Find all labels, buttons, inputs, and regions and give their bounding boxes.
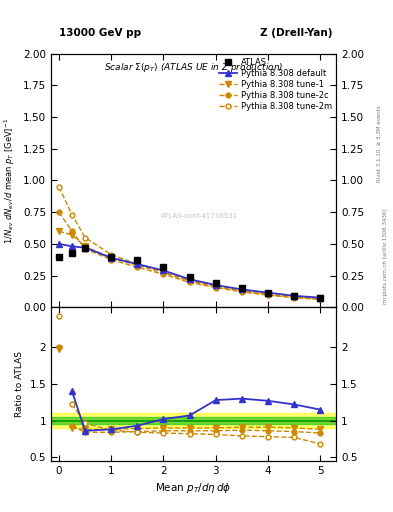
- Y-axis label: $1/N_{ev}$ $dN_{ev}/d$ mean $p_{T}$ [GeV]$^{-1}$: $1/N_{ev}$ $dN_{ev}/d$ mean $p_{T}$ [GeV…: [3, 117, 17, 244]
- Pythia 8.308 tune-2m: [266, 292, 270, 298]
- Pythia 8.308 tune-1: [83, 243, 87, 249]
- Pythia 8.308 tune-2m: [109, 251, 114, 258]
- Pythia 8.308 tune-2m: [213, 284, 218, 290]
- Pythia 8.308 tune-2c: [240, 289, 244, 295]
- Line: Pythia 8.308 tune-1: Pythia 8.308 tune-1: [56, 228, 323, 301]
- Pythia 8.308 default: [266, 290, 270, 296]
- Pythia 8.308 default: [135, 261, 140, 267]
- Pythia 8.308 tune-1: [109, 254, 114, 261]
- Pythia 8.308 default: [292, 293, 297, 299]
- ATLAS: [57, 253, 61, 260]
- Pythia 8.308 tune-1: [213, 283, 218, 289]
- Text: mcplots.cern.ch [arXiv:1306.3436]: mcplots.cern.ch [arXiv:1306.3436]: [383, 208, 387, 304]
- Pythia 8.308 tune-2m: [57, 184, 61, 190]
- Pythia 8.308 tune-2c: [292, 294, 297, 301]
- Pythia 8.308 tune-2c: [213, 285, 218, 291]
- Pythia 8.308 tune-2m: [187, 278, 192, 284]
- ATLAS: [266, 290, 270, 296]
- Pythia 8.308 tune-2m: [70, 211, 74, 218]
- Pythia 8.308 default: [70, 243, 74, 249]
- Pythia 8.308 default: [213, 282, 218, 288]
- Pythia 8.308 tune-1: [135, 262, 140, 268]
- Pythia 8.308 tune-1: [318, 295, 323, 302]
- Pythia 8.308 default: [240, 286, 244, 292]
- Pythia 8.308 tune-2m: [135, 261, 140, 267]
- Pythia 8.308 default: [161, 267, 166, 273]
- Pythia 8.308 tune-2c: [266, 292, 270, 298]
- ATLAS: [135, 257, 140, 263]
- Pythia 8.308 default: [318, 294, 323, 301]
- Pythia 8.308 tune-2c: [135, 264, 140, 270]
- Pythia 8.308 default: [109, 254, 114, 261]
- Text: ATLAS-conf-41736531: ATLAS-conf-41736531: [161, 213, 238, 219]
- Pythia 8.308 tune-2c: [57, 209, 61, 215]
- Pythia 8.308 default: [187, 276, 192, 283]
- Pythia 8.308 tune-1: [70, 232, 74, 238]
- ATLAS: [70, 250, 74, 256]
- Y-axis label: Ratio to ATLAS: Ratio to ATLAS: [15, 351, 24, 417]
- Legend: ATLAS, Pythia 8.308 default, Pythia 8.308 tune-1, Pythia 8.308 tune-2c, Pythia 8: ATLAS, Pythia 8.308 default, Pythia 8.30…: [217, 56, 334, 113]
- Pythia 8.308 default: [57, 241, 61, 247]
- ATLAS: [83, 245, 87, 251]
- ATLAS: [109, 253, 114, 260]
- Line: Pythia 8.308 tune-2c: Pythia 8.308 tune-2c: [57, 210, 323, 302]
- Pythia 8.308 tune-2m: [318, 296, 323, 302]
- Pythia 8.308 tune-2c: [318, 296, 323, 302]
- Pythia 8.308 tune-2c: [187, 280, 192, 286]
- X-axis label: Mean $p_{T}/d\eta\, d\phi$: Mean $p_{T}/d\eta\, d\phi$: [155, 481, 232, 495]
- ATLAS: [318, 294, 323, 301]
- ATLAS: [161, 264, 166, 270]
- Pythia 8.308 tune-1: [240, 287, 244, 293]
- ATLAS: [213, 280, 218, 286]
- Pythia 8.308 tune-1: [187, 278, 192, 284]
- Pythia 8.308 default: [83, 245, 87, 251]
- Text: 13000 GeV pp: 13000 GeV pp: [59, 28, 141, 38]
- Pythia 8.308 tune-2c: [70, 228, 74, 234]
- Pythia 8.308 tune-2m: [240, 288, 244, 294]
- Pythia 8.308 tune-1: [266, 291, 270, 297]
- Line: ATLAS: ATLAS: [56, 245, 323, 301]
- Pythia 8.308 tune-2c: [83, 246, 87, 252]
- Bar: [51, 417, 336, 424]
- Pythia 8.308 tune-2c: [161, 271, 166, 278]
- Pythia 8.308 tune-2m: [161, 269, 166, 275]
- Pythia 8.308 tune-1: [57, 228, 61, 234]
- Pythia 8.308 tune-2c: [109, 257, 114, 263]
- Text: Rivet 3.1.10, ≥ 3.3M events: Rivet 3.1.10, ≥ 3.3M events: [377, 105, 382, 182]
- Pythia 8.308 tune-1: [161, 269, 166, 275]
- Pythia 8.308 tune-2m: [83, 234, 87, 241]
- ATLAS: [292, 293, 297, 299]
- Pythia 8.308 tune-1: [292, 293, 297, 300]
- ATLAS: [240, 285, 244, 291]
- Text: Z (Drell-Yan): Z (Drell-Yan): [260, 28, 332, 38]
- Line: Pythia 8.308 default: Pythia 8.308 default: [56, 241, 323, 301]
- ATLAS: [187, 274, 192, 281]
- Line: Pythia 8.308 tune-2m: Pythia 8.308 tune-2m: [57, 184, 323, 302]
- Pythia 8.308 tune-2m: [292, 294, 297, 301]
- Text: Scalar $\Sigma(p_T)$ (ATLAS UE in Z production): Scalar $\Sigma(p_T)$ (ATLAS UE in Z prod…: [104, 61, 283, 74]
- Bar: [51, 413, 336, 428]
